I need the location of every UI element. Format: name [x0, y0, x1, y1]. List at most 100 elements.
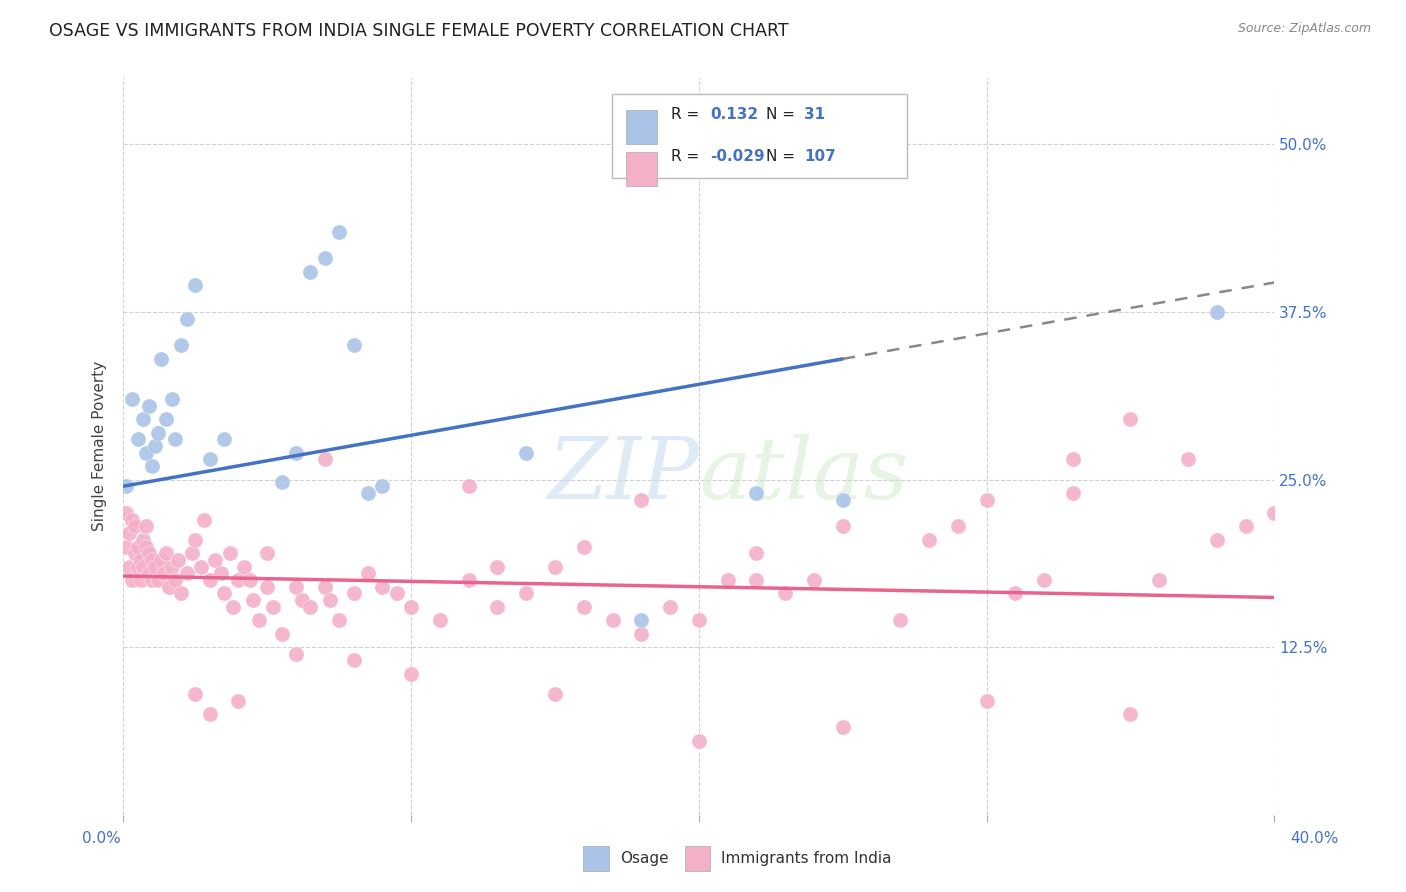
Point	[1234, 519, 1257, 533]
Point	[319, 593, 342, 607]
Point	[1062, 486, 1084, 500]
Point	[342, 338, 364, 352]
Point	[132, 533, 155, 547]
Point	[328, 225, 350, 239]
Point	[176, 311, 198, 326]
Point	[1205, 533, 1227, 547]
Text: atlas: atlas	[699, 434, 908, 516]
Point	[688, 613, 710, 627]
Point	[717, 573, 740, 587]
Point	[184, 687, 207, 701]
Point	[630, 613, 652, 627]
Text: ZIP: ZIP	[547, 434, 699, 516]
Point	[143, 559, 166, 574]
Point	[773, 586, 796, 600]
Point	[515, 446, 537, 460]
Point	[141, 459, 163, 474]
Text: R =: R =	[671, 107, 699, 122]
Point	[198, 706, 221, 721]
Point	[831, 721, 853, 735]
Point	[141, 553, 163, 567]
Text: Source: ZipAtlas.com: Source: ZipAtlas.com	[1237, 22, 1371, 36]
Point	[284, 580, 307, 594]
Point	[630, 492, 652, 507]
Point	[745, 486, 768, 500]
Point	[1119, 706, 1142, 721]
Point	[889, 613, 911, 627]
Point	[165, 432, 187, 446]
Point	[572, 599, 595, 614]
Point	[198, 452, 221, 467]
Point	[135, 446, 157, 460]
Point	[193, 513, 215, 527]
Point	[212, 432, 235, 446]
Point	[204, 553, 226, 567]
Text: Immigrants from India: Immigrants from India	[721, 851, 891, 865]
Point	[129, 553, 152, 567]
Text: N =: N =	[766, 107, 796, 122]
Point	[155, 412, 177, 426]
Point	[457, 573, 479, 587]
Point	[218, 546, 240, 560]
Point	[209, 566, 232, 581]
Point	[135, 519, 157, 533]
Point	[160, 392, 183, 406]
Point	[314, 252, 336, 266]
Point	[127, 432, 149, 446]
Point	[127, 559, 149, 574]
Point	[212, 586, 235, 600]
Text: R =: R =	[671, 149, 699, 164]
Text: 0.132: 0.132	[710, 107, 758, 122]
Point	[239, 573, 262, 587]
Point	[1149, 573, 1171, 587]
Point	[118, 526, 141, 541]
Text: 0.0%: 0.0%	[82, 831, 121, 846]
Point	[170, 586, 193, 600]
Point	[176, 566, 198, 581]
Point	[115, 540, 138, 554]
Point	[745, 546, 768, 560]
Point	[831, 492, 853, 507]
Text: N =: N =	[766, 149, 796, 164]
Point	[181, 546, 204, 560]
Point	[314, 580, 336, 594]
Point	[138, 399, 160, 413]
Point	[121, 392, 143, 406]
Text: Osage: Osage	[620, 851, 669, 865]
Text: OSAGE VS IMMIGRANTS FROM INDIA SINGLE FEMALE POVERTY CORRELATION CHART: OSAGE VS IMMIGRANTS FROM INDIA SINGLE FE…	[49, 22, 789, 40]
Point	[270, 475, 292, 490]
Point	[291, 593, 314, 607]
Point	[284, 446, 307, 460]
Point	[544, 687, 567, 701]
Point	[1205, 305, 1227, 319]
Point	[342, 653, 364, 667]
Point	[138, 566, 160, 581]
Point	[270, 626, 292, 640]
Point	[198, 573, 221, 587]
Point	[221, 599, 243, 614]
Point	[170, 338, 193, 352]
Point	[385, 586, 408, 600]
Point	[165, 573, 187, 587]
Point	[127, 540, 149, 554]
Point	[115, 479, 138, 493]
Point	[1263, 506, 1285, 520]
Point	[803, 573, 825, 587]
Point	[831, 519, 853, 533]
Point	[135, 540, 157, 554]
Point	[129, 573, 152, 587]
Point	[1119, 412, 1142, 426]
Point	[486, 559, 509, 574]
Point	[184, 533, 207, 547]
Point	[342, 586, 364, 600]
Point	[184, 278, 207, 293]
Point	[544, 559, 567, 574]
Point	[118, 559, 141, 574]
Point	[284, 647, 307, 661]
Point	[228, 693, 250, 707]
Point	[314, 452, 336, 467]
Point	[149, 351, 172, 366]
Text: 40.0%: 40.0%	[1291, 831, 1339, 846]
Point	[152, 566, 174, 581]
Point	[976, 492, 998, 507]
